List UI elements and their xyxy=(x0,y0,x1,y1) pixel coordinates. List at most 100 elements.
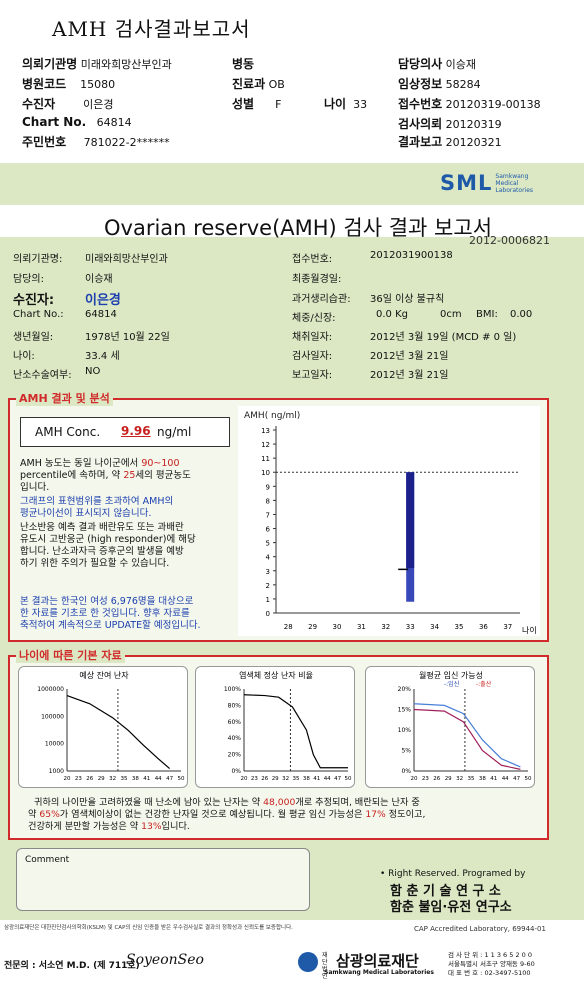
y-tick-label: 13 xyxy=(261,427,270,435)
mini-y-label: 15% xyxy=(398,707,412,714)
amh-conc-box: AMH Conc. 9.96 ng/ml xyxy=(20,417,230,447)
header-age: 나이 33 xyxy=(324,97,368,111)
mini-x-label: 32 xyxy=(282,776,289,782)
mini-y-label: 0% xyxy=(401,768,411,775)
field-report-date: 보고일자: 2012년 3월 21일 xyxy=(292,370,449,381)
document-title: AMH 검사결과보고서 xyxy=(52,17,251,41)
mini-y-label: 40% xyxy=(228,735,242,742)
mini-x-label: 38 xyxy=(479,776,486,782)
y-tick-label: 10 xyxy=(261,469,270,477)
report-title: Ovarian reserve(AMH) 검사 결과 보고서 xyxy=(104,216,493,240)
mini-y-label: 1000000 xyxy=(37,686,64,693)
field-test-date: 검사일자: 2012년 3월 21일 xyxy=(292,351,449,362)
header-report: 결과보고 20120321 xyxy=(398,135,502,149)
y-tick-label: 8 xyxy=(266,497,270,505)
mini-y-label: 80% xyxy=(228,702,242,709)
header-inst: 의뢰기관명 미래와희망산부인과 xyxy=(22,57,172,71)
field-doctor: 담당의: 이승재 xyxy=(13,274,113,285)
mini-y-label: 100000 xyxy=(41,713,64,720)
curve-pregnancy xyxy=(413,703,521,768)
footer-band xyxy=(0,920,584,984)
report-number: 2012-0006821 xyxy=(469,234,550,247)
field-ovary-surgery: 난소수술여부: NO xyxy=(13,366,101,381)
org-name: 삼광의료재단 xyxy=(336,952,419,970)
org-contact: 검 사 단 위 : 1 1 3 6 5 2 0 0 서울특별시 서초구 양재동 9… xyxy=(448,951,535,977)
mini-x-label: 41 xyxy=(313,776,320,782)
amh-conc-value: 9.96 xyxy=(121,424,151,438)
amh-chart-panel: AMH( ng/ml) 0 1 2 3 4 5 6 7 8 9 10 11 12 13 28 29 30 31 32 3… xyxy=(238,406,540,636)
mini-x-label: 38 xyxy=(132,776,139,782)
curve-oocytes xyxy=(66,694,170,769)
basic-section-title: 나이에 따른 기본 자료 xyxy=(16,647,125,663)
mini-y-label: 100% xyxy=(224,686,241,693)
mini-x-label: 41 xyxy=(143,776,150,782)
mini-x-label: 32 xyxy=(109,776,116,782)
mini-title: 예상 잔여 난자 xyxy=(79,670,129,680)
signature: SoyeonSeo xyxy=(126,952,204,968)
x-tick-label: 34 xyxy=(430,623,439,631)
mini-x-label: 44 xyxy=(155,776,162,782)
header-hosp: 병원코드 15080 xyxy=(22,77,116,91)
header-ward: 병동 xyxy=(232,57,255,71)
mini-chart-2: 염색체 정상 난자 비율 100% 80% 60% 40% 20% 0% 20 23 26 29 32… xyxy=(195,666,355,788)
header-request: 검사의뢰 20120319 xyxy=(398,117,502,131)
x-tick-label: 36 xyxy=(479,623,488,631)
field-menses: 과거생리습관: 36일 이상 불규칙 xyxy=(292,294,445,305)
field-age: 나이: 33.4 세 xyxy=(13,351,120,362)
y-tick-label: 3 xyxy=(266,568,270,576)
mini-x-label: 26 xyxy=(433,776,440,782)
field-accession: 접수번호: 2012031900138 xyxy=(292,250,453,265)
mini-x-label: 35 xyxy=(293,776,300,782)
y-tick-label: 5 xyxy=(266,540,270,548)
amh-core-bar xyxy=(406,472,415,568)
mini-title: 염색체 정상 난자 비율 xyxy=(239,670,313,680)
mini-x-label: 20 xyxy=(241,776,248,782)
field-weight-height: 체중/신장: 0.0 Kg 0cm BMI: 0.00 xyxy=(292,309,533,324)
rights-text: • Right Reserved. Programed by xyxy=(380,869,526,879)
y-tick-label: 11 xyxy=(261,455,270,463)
institute-2: 함춘 불임·유전 연구소 xyxy=(390,900,512,915)
amh-section-title: AMH 결과 및 분석 xyxy=(16,390,113,406)
mini-x-label: 23 xyxy=(251,776,258,782)
field-inst: 의뢰기관명: 미래와희망산부인과 xyxy=(13,254,168,265)
x-tick-label: 31 xyxy=(357,623,366,631)
header-clinical: 임상정보 58284 xyxy=(398,77,481,91)
x-tick-label: 32 xyxy=(381,623,390,631)
y-tick-label: 4 xyxy=(266,554,271,562)
header-ssn: 주민번호 781022-2****** xyxy=(22,135,170,149)
x-tick-label: 29 xyxy=(308,623,317,631)
field-lmp: 최종월경일: xyxy=(292,274,342,285)
mini-x-label: 47 xyxy=(334,776,341,782)
mini-x-label: 35 xyxy=(468,776,475,782)
mini-x-label: 32 xyxy=(456,776,463,782)
mini-y-label: 1000 xyxy=(49,768,64,775)
mini-y-label: 10% xyxy=(398,727,412,734)
institute-1: 함 춘 기 술 연 구 소 xyxy=(390,884,501,899)
mini-x-label: 20 xyxy=(411,776,418,782)
mini-chart-3: 월평균 임신 가능성 20% 15% 10% 5% 0% 20 23 26 29 32 35 38 41 4… xyxy=(365,666,535,788)
mini-x-label: 44 xyxy=(502,776,509,782)
curve-birth xyxy=(413,708,521,770)
mini-y-label: 20% xyxy=(228,752,242,759)
mini-x-label: 29 xyxy=(272,776,279,782)
mini-x-label: 47 xyxy=(513,776,520,782)
mini-x-label: 35 xyxy=(121,776,128,782)
mini-x-label: 26 xyxy=(261,776,268,782)
mini-x-label: 41 xyxy=(490,776,497,782)
amh-interpretation: AMH 농도는 동일 나이군에서 90~100 percentile에 속하며,… xyxy=(20,458,201,631)
curve-normal xyxy=(243,694,348,769)
org-name-en: Samkwang Medical Laboratories xyxy=(324,969,434,976)
mini-x-label: 23 xyxy=(422,776,429,782)
y-tick-label: 9 xyxy=(266,483,270,491)
y-tick-label: 12 xyxy=(261,441,270,449)
mini-x-label: 29 xyxy=(98,776,105,782)
chart-ylabel: AMH( ng/ml) xyxy=(244,411,300,421)
org-logo-icon xyxy=(298,952,318,972)
mini-x-label: 38 xyxy=(303,776,310,782)
sml-logo: SML Samkwang Medical Laboratories xyxy=(440,171,534,195)
y-tick-label: 7 xyxy=(266,511,270,519)
specialist: 전문의 : 서소연 M.D. (제 711호) xyxy=(4,961,140,971)
mini-y-label: 0% xyxy=(231,768,241,775)
comment-box: Comment xyxy=(16,848,310,911)
